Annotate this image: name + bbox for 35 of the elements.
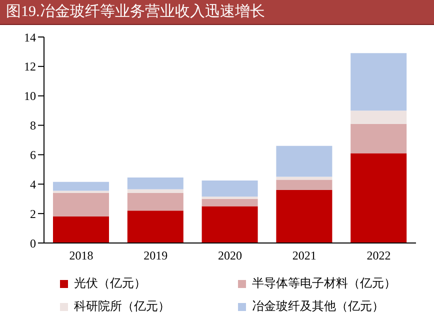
y-tick-label: 12 [24,60,36,74]
legend-label: 半导体等电子材料（亿元） [252,275,396,292]
bar [53,216,109,243]
bar [53,182,109,191]
legend-label: 冶金玻纤及其他（亿元） [252,298,384,315]
chart-title: 图19.冶金玻纤等业务营业收入迅速增长 [0,0,434,25]
bar [350,124,407,154]
bar [53,192,109,217]
x-tick-label: 2021 [292,248,316,263]
legend-label: 光伏（亿元） [74,275,146,292]
bar [127,192,184,211]
y-tick-label: 8 [30,118,36,133]
y-tick-label: 10 [24,89,36,104]
y-tick-label: 6 [30,148,36,162]
bar [127,178,184,190]
bar [202,180,258,197]
x-tick-label: 2020 [218,248,242,263]
y-tick-label: 14 [24,30,36,44]
y-tick-label: 2 [30,206,36,221]
x-tick-label: 2019 [144,248,168,263]
legend-label: 科研院所（亿元） [74,298,170,315]
bar [350,53,407,111]
y-tick-label: 0 [30,236,36,250]
bar [127,189,184,193]
bar [350,110,407,124]
bar [276,146,332,177]
bar [276,190,332,243]
y-tick-label: 4 [30,177,36,192]
bar [127,210,184,243]
bar [350,153,407,243]
bar [276,180,332,190]
bar [202,198,258,206]
bar [202,206,258,243]
x-tick-label: 2018 [69,248,94,263]
x-tick-label: 2022 [366,248,391,263]
